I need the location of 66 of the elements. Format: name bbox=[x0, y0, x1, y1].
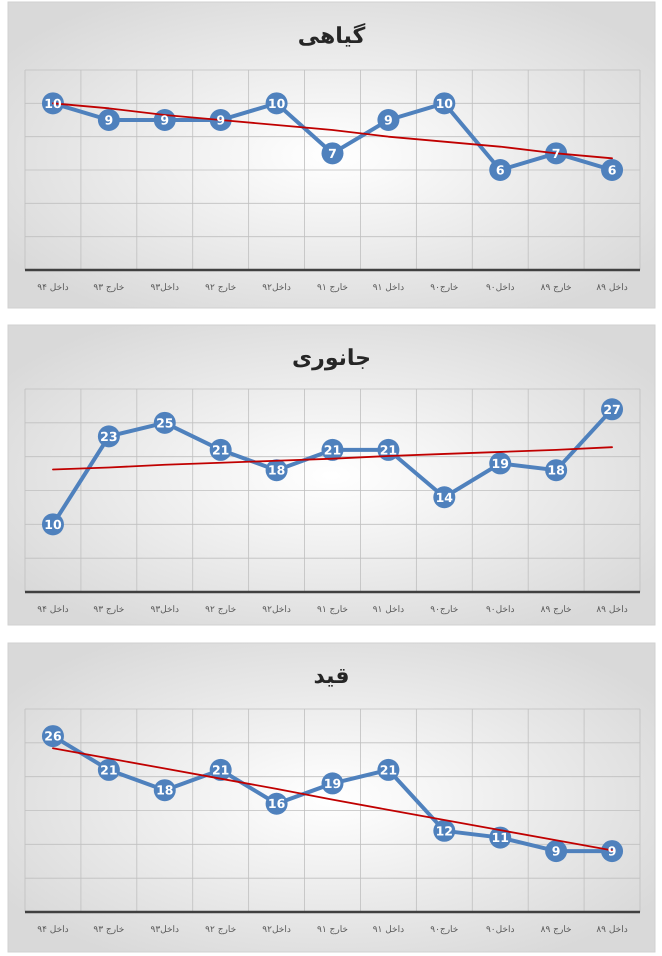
x-tick-label: داخل۹۳ bbox=[150, 605, 180, 615]
x-tick-label: داخل ۸۹ bbox=[596, 283, 628, 293]
x-tick-label: داخل ۹۴ bbox=[37, 925, 69, 935]
x-tick-label: خارج ۸۹ bbox=[540, 925, 572, 935]
x-tick-label: داخل۹۳ bbox=[150, 283, 180, 293]
data-label: 18 bbox=[268, 462, 286, 478]
x-tick-label: داخل۹۲ bbox=[262, 283, 291, 293]
x-tick-label: داخل۹۲ bbox=[262, 925, 291, 935]
x-tick-label: خارج ۹۱ bbox=[317, 283, 348, 293]
x-tick-label: خارج ۹۳ bbox=[93, 605, 124, 615]
data-label: 10 bbox=[44, 96, 62, 111]
data-label: 19 bbox=[492, 456, 509, 471]
x-tick-label: داخل ۹۱ bbox=[372, 283, 404, 293]
data-label: 10 bbox=[44, 516, 62, 532]
data-label: 18 bbox=[156, 782, 174, 798]
x-tick-label: داخل ۹۴ bbox=[37, 283, 69, 293]
chart-title: گیاهی bbox=[298, 22, 366, 49]
data-label: 23 bbox=[100, 428, 118, 444]
x-tick-label: خارج ۸۹ bbox=[540, 605, 572, 615]
data-label: 6 bbox=[496, 162, 505, 178]
data-label: 9 bbox=[160, 112, 170, 128]
data-label: 25 bbox=[156, 415, 174, 430]
data-label: 26 bbox=[44, 728, 62, 744]
data-label: 14 bbox=[436, 490, 454, 505]
data-label: 21 bbox=[324, 442, 342, 458]
x-tick-label: خارج ۹۱ bbox=[317, 925, 348, 935]
data-label: 21 bbox=[100, 762, 118, 778]
x-tick-label: خارج ۸۹ bbox=[540, 283, 572, 293]
chart-title: قید bbox=[313, 664, 350, 689]
data-label: 21 bbox=[380, 442, 398, 458]
x-tick-label: خارج ۹۲ bbox=[205, 283, 236, 293]
x-tick-label: خارج ۹۱ bbox=[317, 605, 348, 615]
x-tick-label: داخل۹۲ bbox=[262, 605, 291, 615]
data-label: 21 bbox=[380, 762, 398, 778]
data-label: 6 bbox=[608, 162, 617, 178]
x-tick-label: داخل۹۰ bbox=[486, 283, 515, 293]
x-tick-label: داخل۹۰ bbox=[486, 605, 515, 615]
data-label: 9 bbox=[384, 112, 393, 128]
data-label: 27 bbox=[603, 402, 621, 417]
data-label: 10 bbox=[268, 96, 286, 111]
x-tick-label: داخل ۸۹ bbox=[596, 605, 628, 615]
data-label: 10 bbox=[436, 96, 454, 111]
data-label: 9 bbox=[552, 844, 560, 859]
x-tick-label: داخل ۹۱ bbox=[372, 925, 404, 935]
data-label: 7 bbox=[328, 146, 337, 161]
data-label: 9 bbox=[104, 112, 114, 128]
data-label: 21 bbox=[212, 762, 230, 778]
data-label: 21 bbox=[212, 442, 230, 458]
x-tick-label: خارج ۹۳ bbox=[93, 283, 124, 293]
x-tick-label: خارج۹۰ bbox=[430, 605, 458, 615]
data-label: 16 bbox=[268, 796, 286, 812]
data-label: 18 bbox=[547, 462, 565, 478]
x-tick-label: داخل۹۰ bbox=[486, 925, 515, 935]
data-label: 19 bbox=[324, 776, 342, 791]
x-tick-label: داخل۹۳ bbox=[150, 925, 180, 935]
x-tick-label: خارج۹۰ bbox=[430, 925, 458, 935]
data-label: 11 bbox=[492, 830, 509, 846]
x-tick-label: داخل ۹۱ bbox=[372, 605, 404, 615]
x-tick-label: خارج ۹۲ bbox=[205, 925, 236, 935]
x-tick-label: خارج ۹۲ bbox=[205, 605, 236, 615]
chart-title: جانوری bbox=[292, 346, 371, 371]
x-tick-label: داخل ۹۴ bbox=[37, 605, 69, 615]
x-tick-label: خارج ۹۳ bbox=[93, 925, 124, 935]
x-tick-label: داخل ۸۹ bbox=[596, 925, 628, 935]
data-label: 12 bbox=[436, 823, 454, 838]
x-tick-label: خارج۹۰ bbox=[430, 283, 458, 293]
